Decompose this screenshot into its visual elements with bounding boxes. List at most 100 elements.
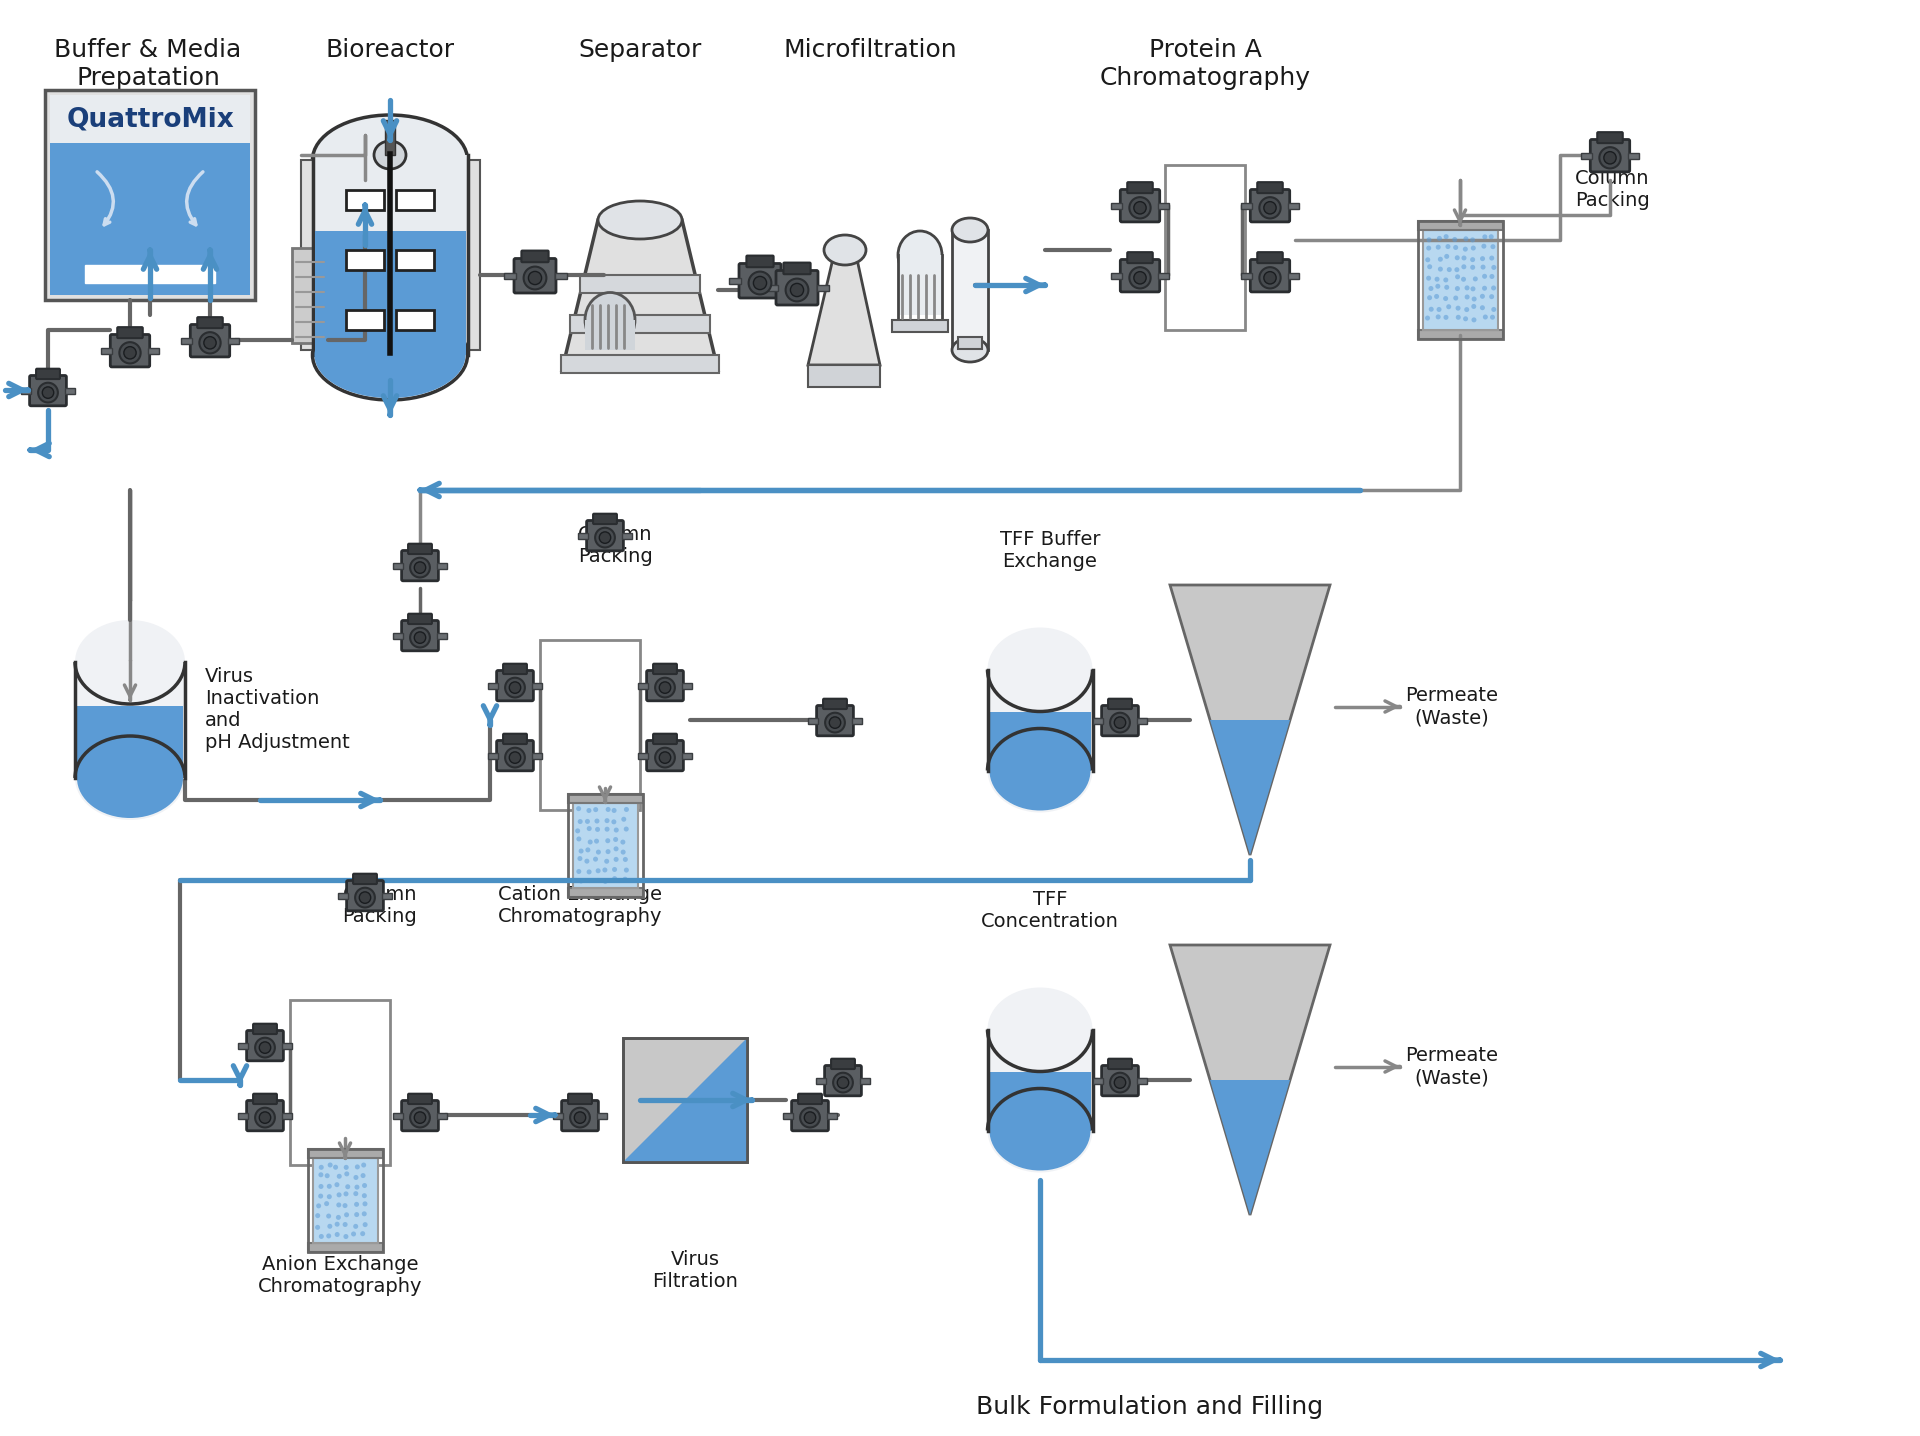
Circle shape: [612, 837, 618, 841]
Bar: [307, 1149, 382, 1157]
Bar: [952, 230, 989, 350]
Ellipse shape: [952, 218, 989, 243]
Circle shape: [605, 819, 609, 823]
Circle shape: [829, 717, 841, 728]
Circle shape: [804, 1111, 816, 1123]
Bar: [637, 752, 649, 758]
Circle shape: [255, 1107, 275, 1127]
FancyBboxPatch shape: [246, 1100, 284, 1130]
Circle shape: [1260, 267, 1281, 289]
Circle shape: [1263, 201, 1277, 214]
Circle shape: [1135, 201, 1146, 214]
Circle shape: [344, 1165, 349, 1170]
Circle shape: [1455, 306, 1461, 310]
Circle shape: [524, 267, 547, 290]
Bar: [396, 250, 434, 270]
Bar: [766, 284, 778, 292]
Text: QuattroMix: QuattroMix: [65, 106, 234, 132]
Bar: [313, 155, 467, 355]
Text: Anion Exchange
Chromatography: Anion Exchange Chromatography: [257, 1255, 422, 1297]
Circle shape: [326, 1213, 330, 1219]
Bar: [1240, 273, 1252, 279]
Circle shape: [1436, 244, 1440, 250]
Circle shape: [346, 1185, 349, 1189]
Bar: [1288, 273, 1300, 279]
FancyBboxPatch shape: [1102, 705, 1139, 735]
Bar: [580, 276, 701, 293]
Circle shape: [1482, 244, 1486, 248]
Circle shape: [576, 806, 582, 811]
Circle shape: [342, 1203, 348, 1208]
Circle shape: [605, 849, 611, 854]
Bar: [488, 684, 497, 689]
Circle shape: [324, 1200, 328, 1206]
Circle shape: [361, 1212, 367, 1216]
Bar: [1092, 1078, 1104, 1084]
Circle shape: [791, 283, 804, 297]
FancyBboxPatch shape: [515, 258, 557, 293]
FancyBboxPatch shape: [409, 544, 432, 554]
Circle shape: [1461, 256, 1467, 260]
Bar: [555, 273, 566, 279]
Bar: [987, 1030, 1092, 1130]
Ellipse shape: [899, 231, 943, 279]
Circle shape: [1453, 296, 1459, 300]
Circle shape: [1471, 286, 1475, 292]
Ellipse shape: [987, 628, 1092, 711]
Bar: [808, 365, 879, 386]
Ellipse shape: [374, 141, 405, 169]
Circle shape: [38, 383, 58, 402]
FancyBboxPatch shape: [409, 613, 432, 625]
Circle shape: [603, 879, 609, 885]
Circle shape: [801, 1107, 820, 1127]
Bar: [958, 337, 981, 349]
Text: Buffer & Media
Prepatation: Buffer & Media Prepatation: [54, 37, 242, 90]
Bar: [989, 712, 1091, 771]
Bar: [290, 999, 390, 1165]
Bar: [780, 277, 791, 284]
Ellipse shape: [313, 310, 467, 401]
Bar: [1240, 202, 1252, 208]
Circle shape: [1263, 271, 1277, 284]
FancyBboxPatch shape: [253, 1024, 276, 1034]
Bar: [1165, 165, 1244, 330]
FancyBboxPatch shape: [522, 251, 549, 263]
Circle shape: [659, 752, 670, 764]
Polygon shape: [1210, 719, 1290, 854]
Circle shape: [614, 857, 618, 862]
Circle shape: [1428, 286, 1434, 292]
Bar: [386, 121, 396, 155]
Bar: [21, 388, 31, 393]
Circle shape: [1427, 296, 1432, 300]
Circle shape: [1446, 304, 1452, 309]
Bar: [1110, 202, 1121, 208]
Circle shape: [588, 840, 593, 844]
Circle shape: [605, 859, 609, 864]
Circle shape: [576, 829, 580, 833]
Circle shape: [332, 1165, 338, 1170]
Circle shape: [326, 1234, 332, 1238]
Text: Column
Packing: Column Packing: [578, 526, 653, 566]
Text: Virus
Inactivation
and
pH Adjustment: Virus Inactivation and pH Adjustment: [205, 668, 349, 752]
Bar: [1423, 230, 1498, 330]
Circle shape: [1461, 277, 1467, 281]
Circle shape: [1599, 146, 1620, 168]
Circle shape: [328, 1163, 332, 1167]
Circle shape: [1444, 284, 1450, 290]
Circle shape: [336, 1202, 342, 1208]
FancyBboxPatch shape: [36, 369, 60, 379]
Ellipse shape: [989, 731, 1091, 810]
Bar: [50, 144, 250, 294]
FancyBboxPatch shape: [1590, 139, 1630, 172]
Circle shape: [620, 840, 626, 844]
Circle shape: [315, 1225, 321, 1229]
FancyBboxPatch shape: [647, 741, 684, 771]
Bar: [394, 563, 403, 569]
Ellipse shape: [75, 737, 184, 820]
Text: Separator: Separator: [578, 37, 701, 62]
Circle shape: [1114, 1077, 1125, 1088]
Circle shape: [326, 1183, 332, 1189]
Circle shape: [1482, 314, 1488, 319]
Bar: [503, 273, 515, 279]
Bar: [1137, 1078, 1148, 1084]
